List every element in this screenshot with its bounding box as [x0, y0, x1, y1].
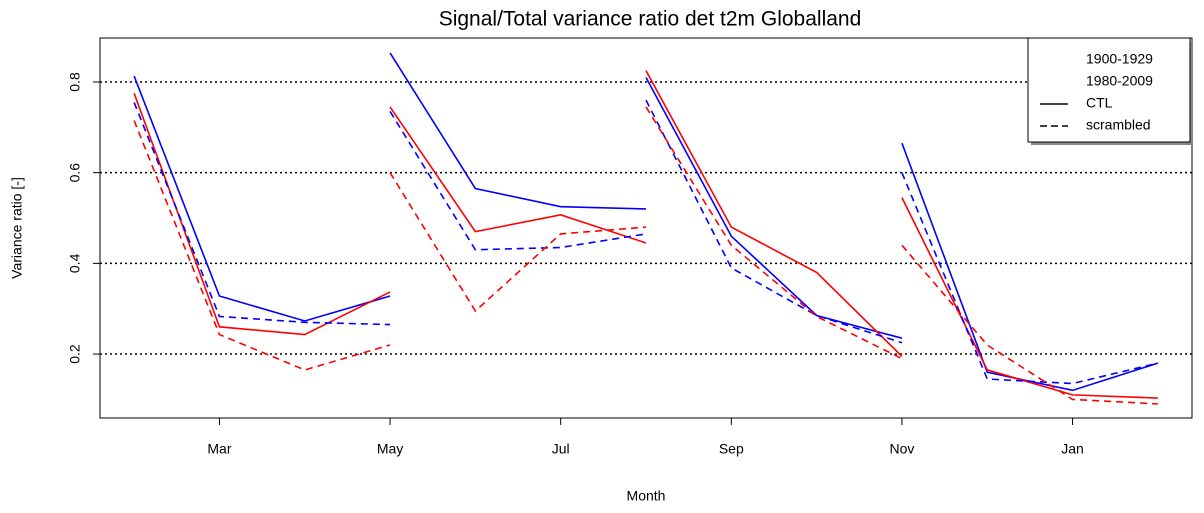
x-tick-label: May — [377, 441, 403, 457]
legend-label: 1980-2009 — [1086, 73, 1153, 89]
x-tick-label: Sep — [719, 441, 744, 457]
series-line — [133, 106, 1158, 405]
x-tick-label: Nov — [889, 441, 914, 457]
y-tick-label: 0.4 — [67, 253, 83, 273]
x-tick-label: Jan — [1061, 441, 1084, 457]
chart-title: Signal/Total variance ratio det t2m Glob… — [439, 8, 862, 31]
x-tick-label: Mar — [207, 441, 231, 457]
plot-frame — [99, 37, 1193, 419]
legend-label: CTL — [1086, 95, 1113, 111]
legend-label: 1900-1929 — [1086, 51, 1153, 67]
y-tick-label: 0.8 — [67, 72, 83, 92]
y-axis-title: Variance ratio [-] — [9, 177, 25, 279]
series-line — [133, 99, 1159, 385]
x-axis-title: Month — [627, 488, 666, 504]
x-tick-label: Jul — [552, 441, 570, 457]
legend-label: scrambled — [1086, 117, 1151, 133]
y-tick-label: 0.2 — [67, 344, 83, 364]
legend-box — [1027, 37, 1191, 143]
y-tick-label: 0.6 — [67, 163, 83, 183]
series-line — [133, 70, 1158, 399]
series-line — [133, 52, 1159, 392]
